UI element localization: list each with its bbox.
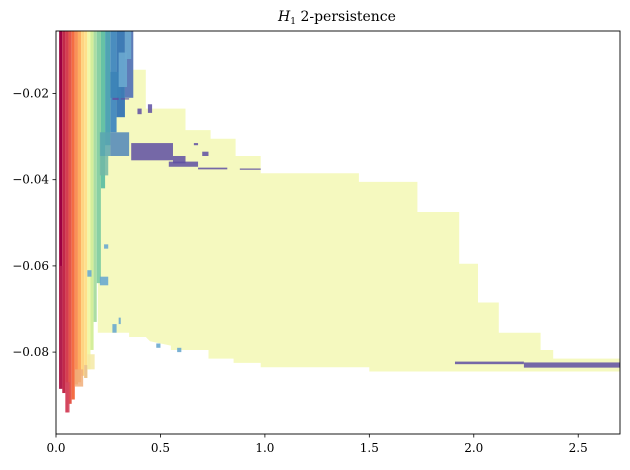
spectral-overlay <box>87 354 95 370</box>
blue-mark <box>112 324 117 333</box>
dark-bar <box>168 161 199 167</box>
blue-mark <box>118 317 121 325</box>
spectral-overlay <box>84 365 88 378</box>
x-tick-label: 0.0 <box>46 441 65 455</box>
spectral-column <box>81 31 85 376</box>
x-axis: 0.0 0.5 1.0 1.5 2.0 2.5 <box>46 434 588 455</box>
spectral-column <box>96 31 101 284</box>
spectral-column <box>65 31 69 413</box>
spectral-overlay <box>110 132 130 156</box>
blue-mark <box>104 244 109 249</box>
spectral-column <box>68 31 72 404</box>
dark-bar <box>172 155 186 164</box>
spectral-column <box>124 31 134 98</box>
spectral-column <box>87 31 91 370</box>
chart-title-subscript: 1 <box>290 17 296 27</box>
chart-title: H1 2-persistence <box>277 9 396 27</box>
dark-bar <box>112 97 119 100</box>
spectral-column <box>93 31 97 322</box>
blue-mark <box>156 343 161 348</box>
blue-mark <box>177 347 182 353</box>
x-tick-label: 1.5 <box>360 441 379 455</box>
spectral-column <box>77 31 82 383</box>
blue-mark <box>118 52 128 88</box>
dark-bar <box>131 143 173 161</box>
y-tick-label: −0.06 <box>12 259 49 273</box>
plot-area <box>59 31 620 413</box>
y-tick-label: −0.04 <box>12 173 49 187</box>
spectral-overlay <box>74 369 84 387</box>
x-tick-label: 0.5 <box>151 441 170 455</box>
y-tick-label: −0.08 <box>12 345 49 359</box>
dark-bar <box>239 168 261 170</box>
spectral-column <box>105 31 111 146</box>
y-tick-label: −0.02 <box>12 86 49 100</box>
dark-bar <box>147 104 153 113</box>
blue-mark <box>124 31 132 60</box>
spectral-overlay <box>99 155 109 176</box>
spectral-overlay <box>99 132 111 156</box>
spectral-column <box>71 31 75 400</box>
spectral-overlay <box>65 382 70 413</box>
dark-bar <box>202 151 209 156</box>
plot-frame <box>55 30 621 435</box>
blue-mark <box>87 270 92 277</box>
dark-bar <box>523 362 620 368</box>
spectral-column <box>62 31 66 394</box>
spectral-overlay <box>59 265 63 389</box>
dark-bar <box>454 361 524 365</box>
dark-bar <box>193 143 199 146</box>
yellow-region <box>97 31 620 372</box>
spectral-column <box>100 31 106 189</box>
spectral-column <box>84 31 88 378</box>
x-tick-label: 2.0 <box>464 441 483 455</box>
y-axis: −0.02 −0.04 −0.06 −0.08 <box>12 86 56 359</box>
spectral-column <box>90 31 94 350</box>
x-tick-label: 1.0 <box>255 441 274 455</box>
spectral-column <box>59 31 63 389</box>
dark-bar <box>198 167 228 170</box>
dark-bar <box>120 98 130 100</box>
chart-title-text: 2-persistence <box>300 9 395 25</box>
dark-bar <box>137 108 142 115</box>
chart-title-math: H <box>277 9 291 25</box>
spectral-column <box>74 31 78 385</box>
blue-mark <box>99 276 109 286</box>
x-tick-label: 2.5 <box>569 441 588 455</box>
spectral-overlay <box>110 71 121 98</box>
